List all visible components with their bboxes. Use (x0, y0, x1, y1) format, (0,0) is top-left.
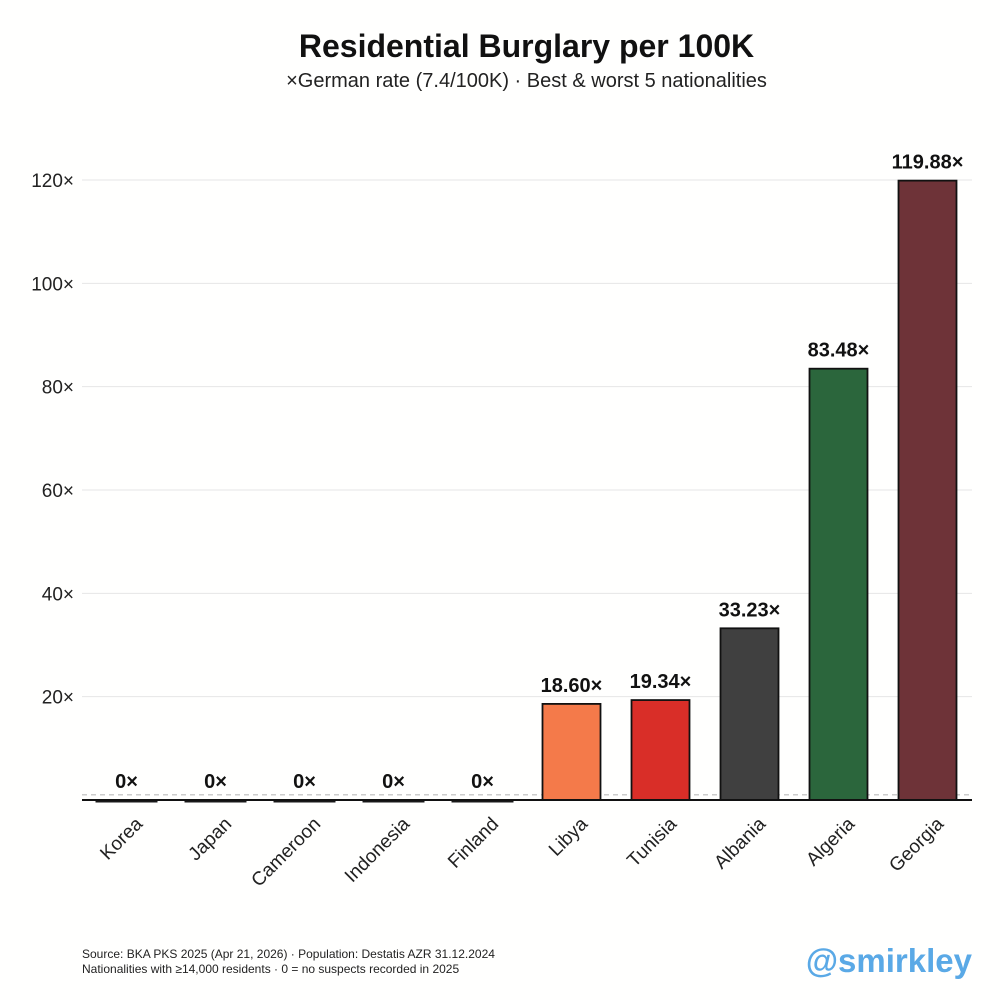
y-tick-label: 40× (42, 584, 74, 605)
y-tick-label: 20× (42, 688, 74, 709)
x-tick-label: Cameroon (248, 814, 326, 892)
data-label: 0× (382, 771, 405, 793)
x-tick-label: Albania (710, 813, 770, 873)
x-tick-label: Tunisia (623, 813, 681, 871)
chart-title: Residential Burglary per 100K (298, 28, 755, 64)
author-handle: @smirkley (805, 942, 972, 979)
bar (719, 627, 780, 801)
data-label: 19.34× (630, 671, 692, 693)
x-tick-label: Georgia (885, 813, 948, 876)
data-label: 18.60× (541, 675, 603, 697)
data-label: 0× (471, 771, 494, 793)
x-tick-label: Libya (545, 813, 592, 860)
y-tick-label: 100× (31, 274, 74, 295)
y-tick-label: 80× (42, 378, 74, 399)
chart-subtitle: ×German rate (7.4/100K) · Best & worst 5… (286, 70, 767, 92)
source-note: Source: BKA PKS 2025 (Apr 21, 2026) · Po… (82, 947, 495, 977)
bar (897, 179, 958, 801)
data-label: 0× (204, 771, 227, 793)
y-tick-label: 120× (31, 171, 74, 192)
x-tick-label: Korea (96, 813, 147, 864)
data-label: 33.23× (719, 599, 781, 621)
x-tick-label: Japan (185, 814, 236, 865)
x-tick-label: Finland (444, 814, 503, 873)
data-label: 83.48× (808, 340, 870, 362)
bar (630, 699, 691, 801)
data-label: 0× (293, 771, 316, 793)
bar (808, 367, 869, 801)
bar (541, 703, 602, 801)
x-tick-label: Algeria (802, 813, 859, 870)
source-line-1: Source: BKA PKS 2025 (Apr 21, 2026) · Po… (82, 947, 495, 961)
source-line-2: Nationalities with ≥14,000 residents · 0… (82, 962, 460, 976)
x-tick-label: Indonesia (341, 813, 414, 886)
y-tick-label: 60× (42, 481, 74, 502)
data-label: 0× (115, 771, 138, 793)
data-label: 119.88× (892, 152, 964, 174)
